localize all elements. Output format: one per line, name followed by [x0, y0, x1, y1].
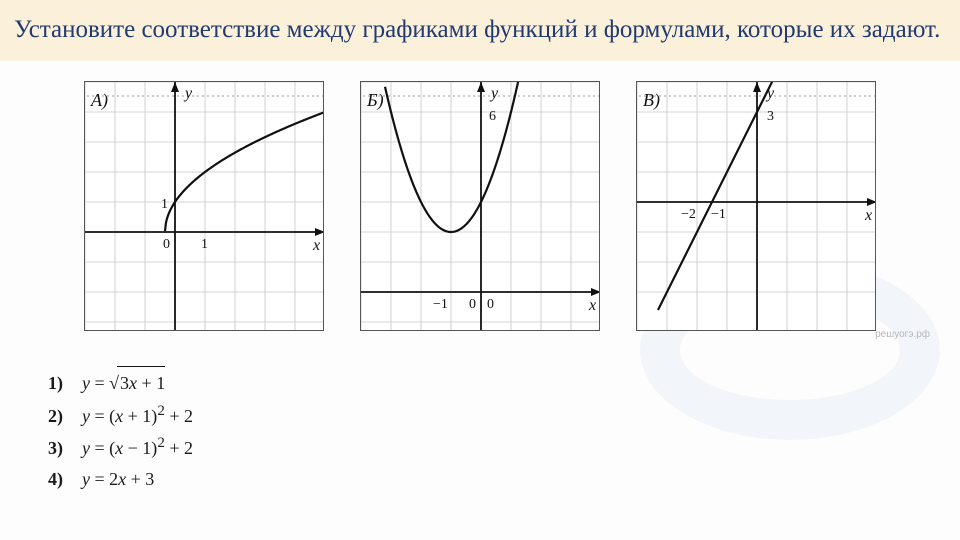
svg-text:y: y	[489, 85, 499, 102]
chart-B: x y 0 Б) −1 6 0	[360, 81, 600, 336]
formula-expr: y = (x + 1)2 + 2	[82, 399, 193, 432]
formula-num: 3)	[48, 433, 68, 464]
svg-text:−1: −1	[433, 297, 448, 312]
svg-text:В): В)	[643, 90, 660, 111]
header-band: Установите соответствие между графиками …	[0, 0, 960, 61]
chart-A-svg: x y 0 А) 1 1	[84, 81, 324, 331]
svg-text:y: y	[183, 85, 193, 102]
chart-A: x y 0 А) 1 1	[84, 81, 324, 336]
svg-text:x: x	[312, 237, 320, 254]
formula-item: 3) y = (x − 1)2 + 2	[48, 431, 960, 464]
svg-text:Б): Б)	[366, 90, 384, 111]
formula-expr: y = √3x + 1	[82, 368, 165, 399]
svg-text:1: 1	[201, 237, 208, 252]
svg-text:x: x	[588, 297, 596, 314]
formula-item: 4) y = 2x + 3	[48, 464, 960, 495]
svg-text:0: 0	[469, 297, 476, 312]
svg-text:0: 0	[163, 237, 170, 252]
formula-item: 2) y = (x + 1)2 + 2	[48, 399, 960, 432]
chart-C: xyВ)−2−13	[636, 81, 876, 336]
page-title: Установите соответствие между графиками …	[14, 14, 946, 45]
svg-text:−1: −1	[711, 207, 726, 222]
formula-num: 2)	[48, 401, 68, 432]
watermark: решуогэ.рф	[875, 329, 930, 340]
svg-text:0: 0	[487, 297, 494, 312]
formula-expr: y = 2x + 3	[82, 464, 154, 495]
formula-item: 1) y = √3x + 1	[48, 368, 960, 399]
chart-C-svg: xyВ)−2−13	[636, 81, 876, 331]
svg-text:−2: −2	[681, 207, 696, 222]
svg-text:3: 3	[767, 109, 774, 124]
charts-row: x y 0 А) 1 1 x y 0 Б) −1 6 0 x y В) −2 −1 3	[0, 81, 960, 336]
formula-expr: y = (x − 1)2 + 2	[82, 431, 193, 464]
svg-text:x: x	[864, 207, 872, 224]
chart-B-svg: x y 0 Б) −1 6 0	[360, 81, 600, 331]
svg-text:А): А)	[90, 90, 108, 111]
formula-list: 1) y = √3x + 1 2) y = (x + 1)2 + 2 3) y …	[48, 368, 960, 494]
svg-text:1: 1	[161, 197, 168, 212]
formula-num: 4)	[48, 464, 68, 495]
svg-text:6: 6	[489, 109, 496, 124]
formula-num: 1)	[48, 368, 68, 399]
